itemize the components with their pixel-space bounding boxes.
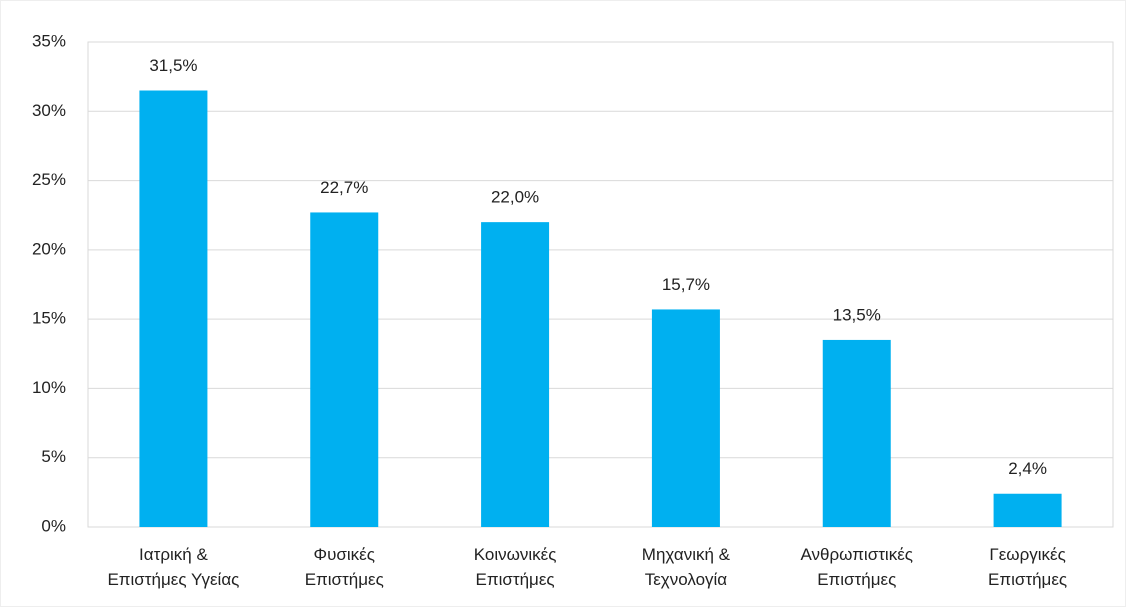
y-tick-label: 35% [32, 31, 66, 50]
x-tick-label-line: Φυσικές [314, 545, 375, 564]
x-tick-label-line: Επιστήμες [988, 570, 1067, 589]
x-tick-label-line: Επιστήμες [305, 570, 384, 589]
bar [310, 212, 379, 527]
x-tick-label-line: Τεχνολογία [645, 570, 728, 589]
x-tick-label-line: Μηχανική & [642, 545, 731, 564]
x-tick-label: Ανθρωπιστικές Επιστήμες [801, 545, 913, 589]
x-tick-label-line: Επιστήμες [817, 570, 896, 589]
x-tick-label: Μηχανική & Τεχνολογία [642, 545, 731, 589]
data-label: 22,0% [491, 188, 539, 207]
data-label: 13,5% [833, 305, 881, 324]
data-label: 15,7% [662, 275, 710, 294]
bar [993, 493, 1062, 527]
x-tick-label: Κοινωνικές Επιστήμες [474, 545, 557, 589]
x-tick-label: Γεωργικές Επιστήμες [988, 545, 1067, 589]
x-tick-label-line: Ιατρική & [139, 545, 208, 564]
bar [481, 222, 550, 527]
bar [822, 339, 891, 527]
data-label: 2,4% [1008, 459, 1047, 478]
data-label: 31,5% [149, 56, 197, 75]
y-tick-label: 0% [41, 516, 66, 535]
x-tick-label-line: Επιστήμες [476, 570, 555, 589]
y-tick-label: 5% [41, 447, 66, 466]
y-tick-label: 30% [32, 101, 66, 120]
y-tick-label: 20% [32, 239, 66, 258]
x-tick-label-line: Επιστήμες Υγείας [107, 570, 239, 589]
bar [139, 90, 208, 527]
x-tick-label-line: Γεωργικές [989, 545, 1065, 564]
x-tick-label-line: Κοινωνικές [474, 545, 557, 564]
y-tick-label: 10% [32, 378, 66, 397]
x-tick-label: Ιατρική & Επιστήμες Υγείας [107, 545, 239, 589]
x-tick-label: Φυσικές Επιστήμες [305, 545, 384, 589]
x-tick-label-line: Ανθρωπιστικές [801, 545, 913, 564]
y-tick-label: 15% [32, 309, 66, 328]
data-label: 22,7% [320, 178, 368, 197]
y-tick-label: 25% [32, 170, 66, 189]
bar [651, 309, 720, 527]
